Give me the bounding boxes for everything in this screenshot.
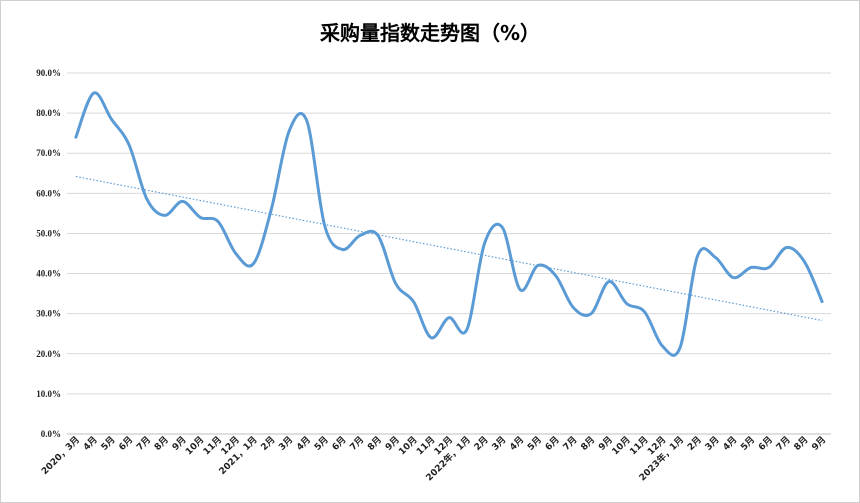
x-tick-label: 6月 [117, 434, 136, 453]
x-tick-label: 2月 [259, 434, 278, 453]
y-tick-label: 50.0% [36, 228, 61, 238]
x-tick-label: 3月 [277, 434, 296, 453]
x-tick-label: 5月 [525, 434, 544, 453]
x-tick-label: 4月 [721, 434, 740, 453]
x-tick-label: 8月 [579, 434, 598, 453]
x-tick-label: 6月 [756, 434, 775, 453]
y-tick-label: 30.0% [36, 309, 61, 319]
x-tick-label: 4月 [81, 434, 100, 453]
x-tick-label: 7月 [135, 434, 154, 453]
y-tick-label: 70.0% [36, 148, 61, 158]
x-tick-label: 4月 [508, 434, 527, 453]
x-tick-label: 6月 [543, 434, 562, 453]
y-tick-label: 0.0% [41, 429, 61, 439]
x-tick-label: 3月 [703, 434, 722, 453]
x-tick-label: 7月 [774, 434, 793, 453]
y-tick-label: 40.0% [36, 269, 61, 279]
x-tick-label: 6月 [330, 434, 349, 453]
series-line [74, 91, 824, 357]
y-tick-label: 10.0% [36, 389, 61, 399]
x-tick-label: 4月 [294, 434, 313, 453]
x-tick-label: 10月 [183, 434, 206, 457]
y-tick-label: 80.0% [36, 108, 61, 118]
x-tick-label: 10月 [610, 434, 633, 457]
x-tick-label: 8月 [365, 434, 384, 453]
x-tick-label: 11月 [414, 434, 437, 457]
x-tick-label: 8月 [792, 434, 811, 453]
x-tick-label: 2月 [472, 434, 491, 453]
x-tick-label: 9月 [810, 434, 829, 453]
x-tick-label: 7月 [561, 434, 580, 453]
x-tick-label: 2020，3月 [39, 434, 82, 477]
y-tick-label: 60.0% [36, 188, 61, 198]
x-tick-label: 11月 [201, 434, 224, 457]
x-tick-label: 7月 [348, 434, 367, 453]
x-tick-label: 3月 [490, 434, 509, 453]
x-tick-label: 5月 [312, 434, 331, 453]
trendline [75, 175, 823, 322]
chart-title: 采购量指数走势图（%） [319, 21, 541, 45]
x-tick-label: 8月 [152, 434, 171, 453]
x-tick-label: 11月 [628, 434, 651, 457]
x-tick-label: 5月 [739, 434, 758, 453]
x-tick-label: 10月 [397, 434, 420, 457]
x-tick-label: 2月 [685, 434, 704, 453]
y-tick-label: 20.0% [36, 349, 61, 359]
y-tick-label: 90.0% [36, 68, 61, 78]
x-tick-label: 5月 [99, 434, 118, 453]
